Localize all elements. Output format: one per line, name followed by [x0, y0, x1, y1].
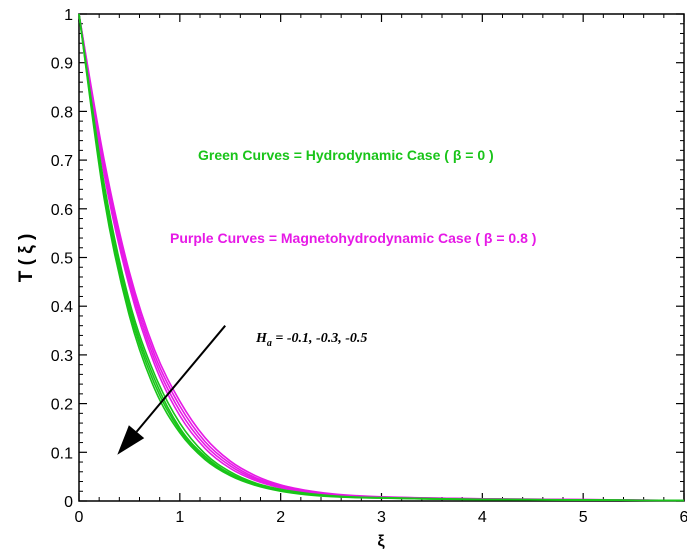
ha-subscript: a	[267, 338, 272, 349]
y-tick-label: 0.9	[51, 56, 73, 73]
purple-curves-note: Purple Curves = Magnetohydrodynamic Case…	[170, 230, 536, 246]
arrow-head	[117, 425, 145, 455]
x-tick-label: 1	[175, 509, 184, 526]
plot-frame	[78, 13, 685, 502]
ha-parameter-label: Ha = -0.1, -0.3, -0.5	[255, 331, 367, 349]
purple-curve	[78, 13, 685, 502]
y-tick-label: 0.2	[51, 397, 73, 414]
y-tick-label: 0.4	[51, 299, 73, 316]
x-axis-title: ξ	[377, 533, 385, 550]
y-tick-label: 0.1	[51, 445, 73, 462]
arrow-layer	[117, 325, 226, 455]
y-tick-label: 0.5	[51, 251, 73, 268]
x-tick-label: 3	[377, 509, 386, 526]
green-curve	[78, 13, 685, 502]
ha-symbol: H	[255, 331, 268, 346]
y-tick-label: 0	[64, 494, 73, 511]
ticks	[78, 13, 685, 502]
y-tick-label: 0.6	[51, 202, 73, 219]
x-tick-label: 4	[478, 509, 487, 526]
y-tick-label: 0.8	[51, 104, 73, 121]
purple-curve	[78, 13, 685, 502]
green-curve	[78, 13, 685, 502]
green-curve	[78, 13, 685, 502]
y-tick-label: 1	[64, 7, 73, 24]
purple-curve	[78, 13, 685, 502]
green-curve	[78, 13, 685, 502]
plot-area	[78, 13, 685, 502]
x-tick-label: 0	[75, 509, 84, 526]
series-layer	[78, 13, 685, 502]
purple-curve	[78, 13, 685, 502]
x-tick-label: 6	[680, 509, 687, 526]
y-axis-title: T ( ξ )	[16, 234, 37, 283]
tick-labels: 0 1 2 3 4 5 6 0 0.1 0.2 0.3 0.4 0.5 0.6 0.7 0.8 0.9 1	[51, 7, 687, 526]
x-tick-label: 2	[276, 509, 285, 526]
ha-values: = -0.1, -0.3, -0.5	[272, 331, 367, 346]
green-curves-note: Green Curves = Hydrodynamic Case ( β = 0…	[198, 147, 494, 163]
y-tick-label: 0.7	[51, 153, 73, 170]
arrow-shaft	[135, 325, 226, 433]
x-tick-label: 5	[579, 509, 588, 526]
y-tick-label: 0.3	[51, 348, 73, 365]
